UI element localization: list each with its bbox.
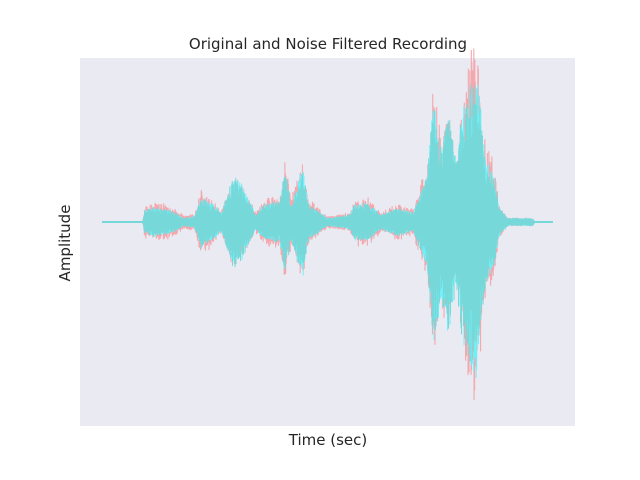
waveform-group	[101, 48, 554, 401]
series-original	[101, 48, 554, 401]
x-axis-label: Time (sec)	[288, 431, 367, 449]
series-filtered	[101, 84, 554, 365]
plot-area	[80, 58, 575, 426]
chart-title: Original and Noise Filtered Recording	[189, 35, 467, 53]
y-axis-label: Amplitude	[56, 205, 74, 282]
